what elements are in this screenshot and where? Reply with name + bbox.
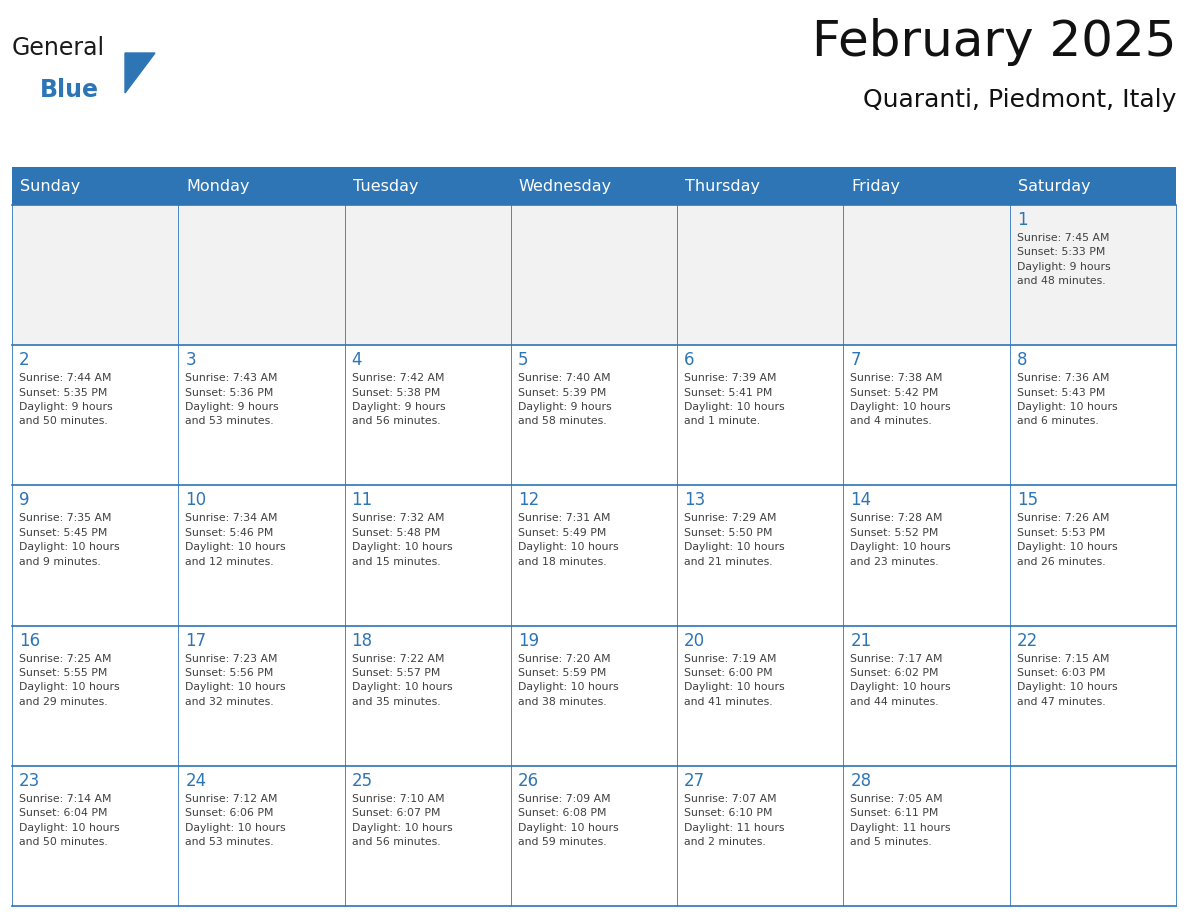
- Text: Sunrise: 7:23 AM
Sunset: 5:56 PM
Daylight: 10 hours
and 32 minutes.: Sunrise: 7:23 AM Sunset: 5:56 PM Dayligh…: [185, 654, 286, 707]
- Text: Sunrise: 7:10 AM
Sunset: 6:07 PM
Daylight: 10 hours
and 56 minutes.: Sunrise: 7:10 AM Sunset: 6:07 PM Dayligh…: [352, 794, 453, 847]
- Text: 12: 12: [518, 491, 539, 509]
- Text: Sunrise: 7:05 AM
Sunset: 6:11 PM
Daylight: 11 hours
and 5 minutes.: Sunrise: 7:05 AM Sunset: 6:11 PM Dayligh…: [851, 794, 950, 847]
- Text: 26: 26: [518, 772, 539, 789]
- Bar: [12, 205, 1176, 345]
- Text: 17: 17: [185, 632, 207, 650]
- Text: 20: 20: [684, 632, 706, 650]
- Text: Sunday: Sunday: [20, 178, 81, 194]
- Bar: [12, 167, 1176, 205]
- Text: Saturday: Saturday: [1018, 178, 1091, 194]
- Text: 15: 15: [1017, 491, 1038, 509]
- Text: February 2025: February 2025: [811, 18, 1176, 66]
- Text: Sunrise: 7:07 AM
Sunset: 6:10 PM
Daylight: 11 hours
and 2 minutes.: Sunrise: 7:07 AM Sunset: 6:10 PM Dayligh…: [684, 794, 784, 847]
- Text: Sunrise: 7:39 AM
Sunset: 5:41 PM
Daylight: 10 hours
and 1 minute.: Sunrise: 7:39 AM Sunset: 5:41 PM Dayligh…: [684, 374, 785, 426]
- Text: Thursday: Thursday: [685, 178, 760, 194]
- Text: 1: 1: [1017, 211, 1028, 229]
- Text: 25: 25: [352, 772, 373, 789]
- Text: Sunrise: 7:28 AM
Sunset: 5:52 PM
Daylight: 10 hours
and 23 minutes.: Sunrise: 7:28 AM Sunset: 5:52 PM Dayligh…: [851, 513, 952, 566]
- Text: 19: 19: [518, 632, 539, 650]
- Text: 28: 28: [851, 772, 872, 789]
- Text: Sunrise: 7:17 AM
Sunset: 6:02 PM
Daylight: 10 hours
and 44 minutes.: Sunrise: 7:17 AM Sunset: 6:02 PM Dayligh…: [851, 654, 952, 707]
- Text: 14: 14: [851, 491, 872, 509]
- Text: 23: 23: [19, 772, 40, 789]
- Text: Monday: Monday: [187, 178, 249, 194]
- Text: Sunrise: 7:35 AM
Sunset: 5:45 PM
Daylight: 10 hours
and 9 minutes.: Sunrise: 7:35 AM Sunset: 5:45 PM Dayligh…: [19, 513, 120, 566]
- Text: Sunrise: 7:45 AM
Sunset: 5:33 PM
Daylight: 9 hours
and 48 minutes.: Sunrise: 7:45 AM Sunset: 5:33 PM Dayligh…: [1017, 233, 1111, 286]
- Text: Sunrise: 7:09 AM
Sunset: 6:08 PM
Daylight: 10 hours
and 59 minutes.: Sunrise: 7:09 AM Sunset: 6:08 PM Dayligh…: [518, 794, 619, 847]
- Text: 16: 16: [19, 632, 40, 650]
- Text: Sunrise: 7:15 AM
Sunset: 6:03 PM
Daylight: 10 hours
and 47 minutes.: Sunrise: 7:15 AM Sunset: 6:03 PM Dayligh…: [1017, 654, 1118, 707]
- Text: Sunrise: 7:32 AM
Sunset: 5:48 PM
Daylight: 10 hours
and 15 minutes.: Sunrise: 7:32 AM Sunset: 5:48 PM Dayligh…: [352, 513, 453, 566]
- Text: Sunrise: 7:44 AM
Sunset: 5:35 PM
Daylight: 9 hours
and 50 minutes.: Sunrise: 7:44 AM Sunset: 5:35 PM Dayligh…: [19, 374, 113, 426]
- Text: 9: 9: [19, 491, 30, 509]
- Text: 22: 22: [1017, 632, 1038, 650]
- Text: 24: 24: [185, 772, 207, 789]
- Text: General: General: [12, 36, 105, 60]
- Text: 8: 8: [1017, 352, 1028, 369]
- Text: Sunrise: 7:42 AM
Sunset: 5:38 PM
Daylight: 9 hours
and 56 minutes.: Sunrise: 7:42 AM Sunset: 5:38 PM Dayligh…: [352, 374, 446, 426]
- Text: Sunrise: 7:31 AM
Sunset: 5:49 PM
Daylight: 10 hours
and 18 minutes.: Sunrise: 7:31 AM Sunset: 5:49 PM Dayligh…: [518, 513, 619, 566]
- Text: Sunrise: 7:38 AM
Sunset: 5:42 PM
Daylight: 10 hours
and 4 minutes.: Sunrise: 7:38 AM Sunset: 5:42 PM Dayligh…: [851, 374, 952, 426]
- Text: Sunrise: 7:34 AM
Sunset: 5:46 PM
Daylight: 10 hours
and 12 minutes.: Sunrise: 7:34 AM Sunset: 5:46 PM Dayligh…: [185, 513, 286, 566]
- Text: Wednesday: Wednesday: [519, 178, 612, 194]
- Text: Sunrise: 7:20 AM
Sunset: 5:59 PM
Daylight: 10 hours
and 38 minutes.: Sunrise: 7:20 AM Sunset: 5:59 PM Dayligh…: [518, 654, 619, 707]
- Text: 5: 5: [518, 352, 529, 369]
- Text: 21: 21: [851, 632, 872, 650]
- Text: 10: 10: [185, 491, 207, 509]
- Text: Quaranti, Piedmont, Italy: Quaranti, Piedmont, Italy: [862, 88, 1176, 112]
- Text: Blue: Blue: [40, 78, 99, 102]
- Text: Sunrise: 7:43 AM
Sunset: 5:36 PM
Daylight: 9 hours
and 53 minutes.: Sunrise: 7:43 AM Sunset: 5:36 PM Dayligh…: [185, 374, 279, 426]
- Text: Sunrise: 7:22 AM
Sunset: 5:57 PM
Daylight: 10 hours
and 35 minutes.: Sunrise: 7:22 AM Sunset: 5:57 PM Dayligh…: [352, 654, 453, 707]
- Text: 7: 7: [851, 352, 861, 369]
- Text: 11: 11: [352, 491, 373, 509]
- Text: Sunrise: 7:26 AM
Sunset: 5:53 PM
Daylight: 10 hours
and 26 minutes.: Sunrise: 7:26 AM Sunset: 5:53 PM Dayligh…: [1017, 513, 1118, 566]
- Text: Sunrise: 7:25 AM
Sunset: 5:55 PM
Daylight: 10 hours
and 29 minutes.: Sunrise: 7:25 AM Sunset: 5:55 PM Dayligh…: [19, 654, 120, 707]
- Text: Sunrise: 7:36 AM
Sunset: 5:43 PM
Daylight: 10 hours
and 6 minutes.: Sunrise: 7:36 AM Sunset: 5:43 PM Dayligh…: [1017, 374, 1118, 426]
- Text: 2: 2: [19, 352, 30, 369]
- Text: Sunrise: 7:14 AM
Sunset: 6:04 PM
Daylight: 10 hours
and 50 minutes.: Sunrise: 7:14 AM Sunset: 6:04 PM Dayligh…: [19, 794, 120, 847]
- Text: 6: 6: [684, 352, 695, 369]
- Polygon shape: [125, 53, 154, 93]
- Text: Friday: Friday: [852, 178, 901, 194]
- Text: Sunrise: 7:19 AM
Sunset: 6:00 PM
Daylight: 10 hours
and 41 minutes.: Sunrise: 7:19 AM Sunset: 6:00 PM Dayligh…: [684, 654, 785, 707]
- Text: 13: 13: [684, 491, 706, 509]
- Text: 4: 4: [352, 352, 362, 369]
- Text: 18: 18: [352, 632, 373, 650]
- Text: Tuesday: Tuesday: [353, 178, 418, 194]
- Text: Sunrise: 7:12 AM
Sunset: 6:06 PM
Daylight: 10 hours
and 53 minutes.: Sunrise: 7:12 AM Sunset: 6:06 PM Dayligh…: [185, 794, 286, 847]
- Text: Sunrise: 7:29 AM
Sunset: 5:50 PM
Daylight: 10 hours
and 21 minutes.: Sunrise: 7:29 AM Sunset: 5:50 PM Dayligh…: [684, 513, 785, 566]
- Text: Sunrise: 7:40 AM
Sunset: 5:39 PM
Daylight: 9 hours
and 58 minutes.: Sunrise: 7:40 AM Sunset: 5:39 PM Dayligh…: [518, 374, 612, 426]
- Text: 27: 27: [684, 772, 706, 789]
- Text: 3: 3: [185, 352, 196, 369]
